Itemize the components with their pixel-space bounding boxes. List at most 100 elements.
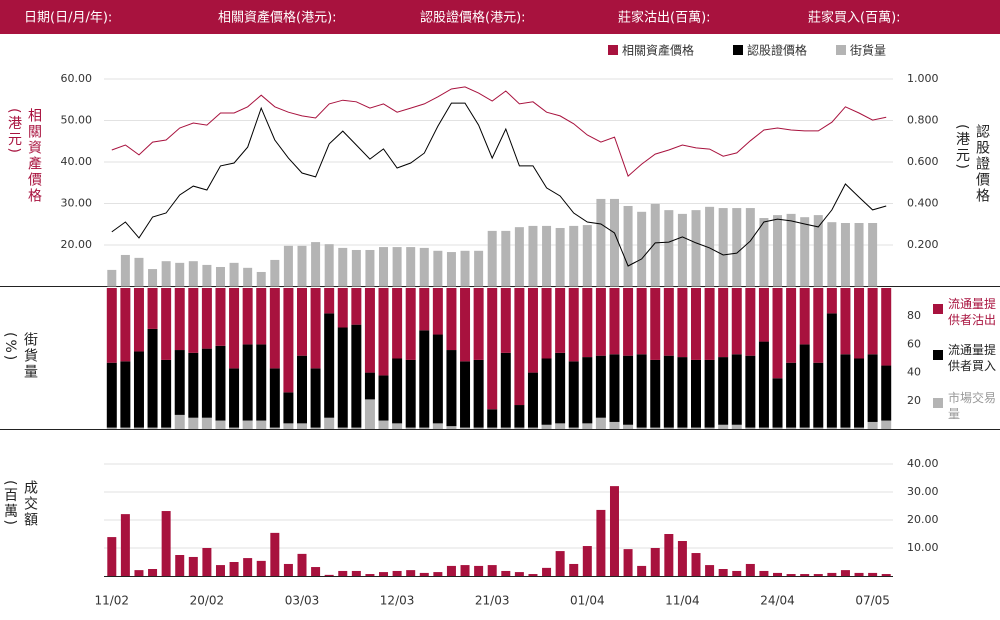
bar-segment: [677, 288, 688, 358]
bar-segment: [446, 350, 457, 427]
y-tick-label: 20.00: [907, 513, 939, 526]
bar-segment: [283, 423, 294, 429]
bar-segment: [731, 354, 742, 425]
bar-segment: [731, 288, 742, 355]
bar: [148, 569, 158, 576]
legend-swatch: [836, 45, 846, 55]
bar: [596, 198, 606, 287]
bar-segment: [582, 357, 593, 424]
bar-segment: [881, 420, 892, 429]
bar-segment: [161, 288, 172, 360]
y-tick-label: 60.00: [61, 72, 93, 85]
y-tick-label: 0.600: [907, 155, 939, 168]
bar-segment: [310, 427, 321, 429]
bar-segment: [364, 288, 375, 373]
bar: [474, 250, 484, 287]
bar-segment: [854, 427, 865, 429]
bar-segment: [297, 355, 307, 424]
x-tick-label: 07/05: [855, 594, 890, 608]
y-tick-label: 20.00: [61, 238, 93, 251]
bar-segment: [351, 288, 362, 325]
bar-segment: [758, 427, 769, 429]
bar-segment: [582, 423, 593, 429]
bar: [840, 570, 850, 576]
bar-segment: [487, 288, 498, 410]
bar: [582, 225, 592, 287]
bar-segment: [731, 424, 742, 429]
bar-segment: [840, 354, 851, 428]
bar: [569, 563, 579, 576]
bar: [460, 565, 470, 576]
bar: [392, 570, 402, 576]
bar: [270, 532, 280, 576]
bar-segment: [378, 375, 389, 421]
bar: [188, 556, 198, 576]
bar: [800, 217, 810, 287]
bar-segment: [527, 427, 538, 429]
bar-segment: [609, 288, 620, 355]
bar-segment: [161, 427, 172, 429]
y2-axis-title: 認股證價格(港元): [954, 124, 990, 204]
bar: [487, 230, 497, 287]
bar-segment: [826, 313, 837, 428]
x-tick-label: 11/04: [665, 594, 700, 608]
bar: [175, 262, 185, 287]
bar: [474, 565, 484, 576]
bar-segment: [473, 427, 484, 429]
bar: [419, 572, 429, 576]
bar-segment: [881, 288, 892, 366]
bar: [759, 570, 769, 576]
bar-segment: [188, 417, 199, 429]
bar-segment: [799, 427, 810, 429]
header-bar: [0, 0, 1000, 34]
bar-segment: [718, 424, 729, 429]
bar: [243, 267, 253, 287]
bar-segment: [718, 357, 729, 425]
y-tick-label: 20: [907, 394, 921, 407]
bar: [406, 570, 416, 576]
bar-segment: [840, 427, 851, 429]
bar: [202, 264, 212, 287]
bar-segment: [392, 358, 403, 424]
y-tick-label: 1.000: [907, 72, 939, 85]
bar: [229, 562, 239, 576]
bar: [759, 218, 769, 287]
bar: [827, 222, 837, 287]
bar-segment: [405, 288, 416, 360]
bar-segment: [106, 362, 117, 428]
bar: [120, 514, 130, 576]
bar: [120, 254, 130, 287]
bar: [514, 572, 524, 576]
legend-label: 市場交易量: [948, 391, 997, 421]
x-tick-label: 01/04: [570, 594, 605, 608]
bar-segment: [269, 427, 280, 429]
bar-segment: [201, 417, 212, 429]
bar-segment: [473, 288, 484, 360]
bar: [569, 225, 579, 287]
y-axis-title: 成交額(百萬): [2, 480, 38, 528]
bar-segment: [269, 368, 280, 428]
bar-segment: [215, 345, 226, 421]
bar-segment: [147, 288, 158, 329]
bar: [664, 534, 674, 576]
bar-segment: [854, 358, 865, 428]
bar: [406, 247, 416, 287]
bar-segment: [201, 348, 212, 418]
bar: [718, 208, 728, 287]
bar: [161, 511, 171, 576]
bar: [827, 572, 837, 576]
bar: [650, 203, 660, 287]
bar: [542, 225, 552, 287]
bar-segment: [650, 427, 661, 429]
bar: [773, 572, 783, 576]
bar-segment: [813, 362, 824, 428]
bar-segment: [446, 426, 457, 429]
bar-segment: [609, 421, 620, 429]
x-tick-label: 03/03: [285, 594, 320, 608]
bar-segment: [419, 330, 430, 428]
bar-segment: [188, 288, 199, 353]
legend-label: 相關資產價格: [622, 43, 694, 58]
legend-swatch: [933, 350, 943, 360]
line: [111, 102, 887, 267]
bar: [297, 245, 307, 287]
